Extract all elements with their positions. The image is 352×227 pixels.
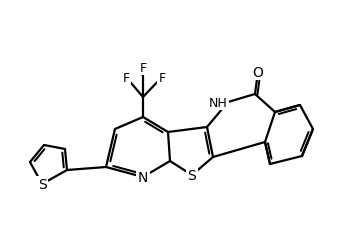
Text: N: N — [138, 170, 148, 184]
Text: F: F — [122, 71, 130, 84]
Text: S: S — [38, 177, 46, 191]
Text: F: F — [158, 71, 165, 84]
Text: S: S — [188, 168, 196, 182]
Text: O: O — [253, 66, 263, 80]
Text: NH: NH — [209, 96, 228, 109]
Text: F: F — [139, 61, 146, 74]
